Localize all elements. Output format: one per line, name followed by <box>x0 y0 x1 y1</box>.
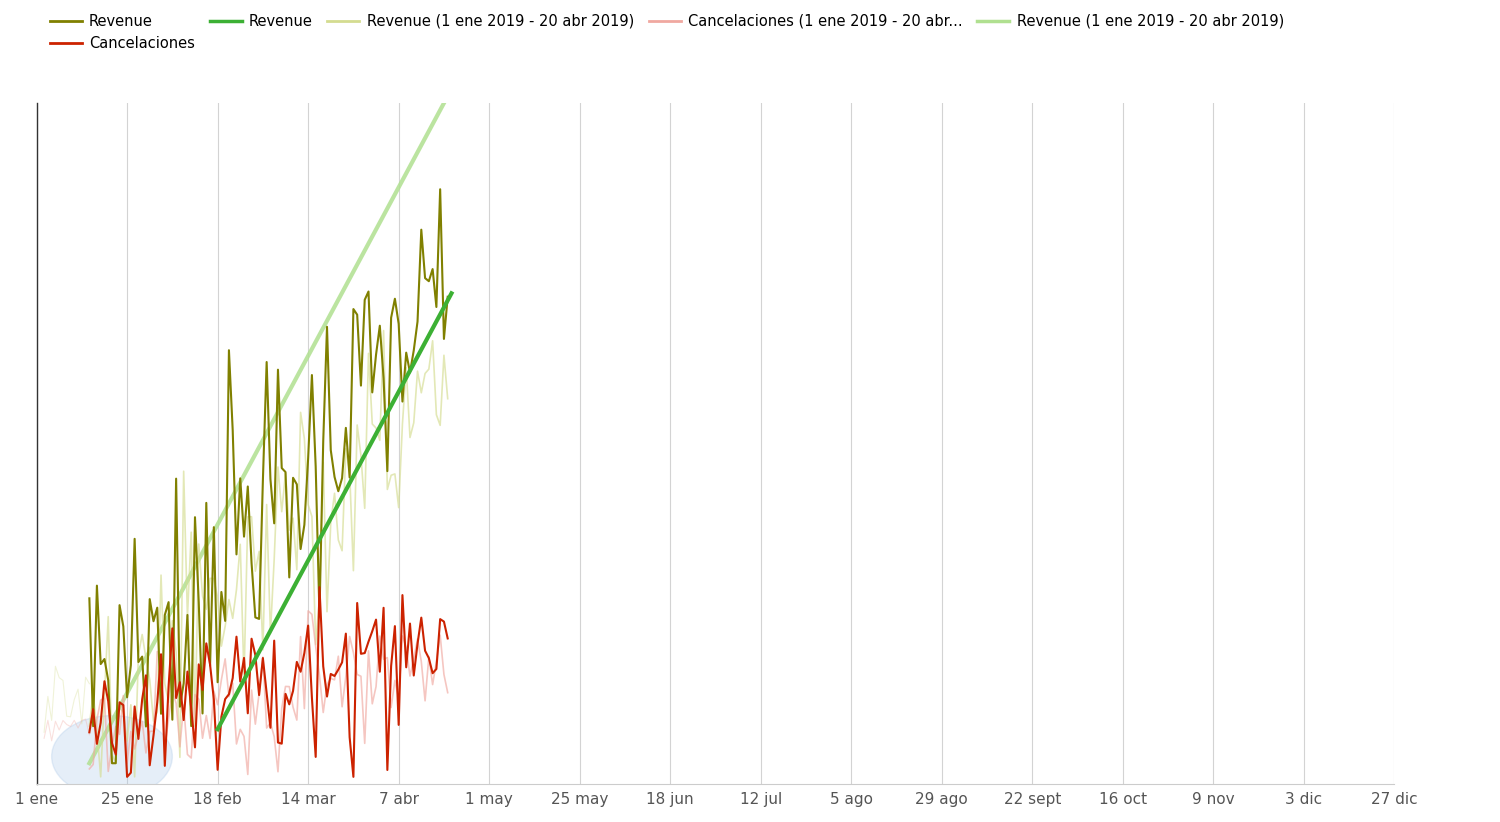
Legend: Revenue, Cancelaciones, Revenue, Revenue (1 ene 2019 - 20 abr 2019), Cancelacion: Revenue, Cancelaciones, Revenue, Revenue… <box>44 7 1290 57</box>
Ellipse shape <box>51 716 172 797</box>
